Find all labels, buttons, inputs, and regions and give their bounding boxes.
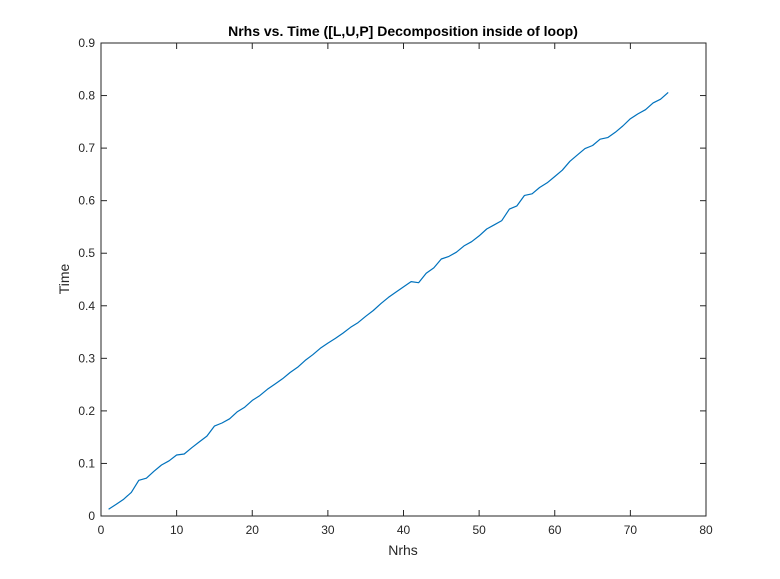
y-tick-label: 0.5 xyxy=(78,246,95,260)
x-tick-label: 0 xyxy=(98,523,105,537)
x-tick-label: 80 xyxy=(699,523,713,537)
axes-box xyxy=(100,42,707,517)
y-tick-label: 0.1 xyxy=(78,456,95,470)
x-tick-label: 10 xyxy=(170,523,184,537)
y-tick-label: 0.3 xyxy=(78,351,95,365)
x-tick-label: 70 xyxy=(624,523,638,537)
y-tick-label: 0.4 xyxy=(78,299,95,313)
x-axis-label: Nrhs xyxy=(388,542,418,558)
plot-area: 0 10 20 30 40 50 60 70 80 0 0.1 0.2 0.3 0.4 0.5 0.6 0.7 0… xyxy=(78,36,713,537)
chart-title: Nrhs vs. Time ([L,U,P] Decomposition ins… xyxy=(228,23,578,39)
y-axis-label: Time xyxy=(56,263,72,294)
y-tick-label: 0.7 xyxy=(78,141,95,155)
x-tick-label: 30 xyxy=(321,523,335,537)
x-tick-label: 60 xyxy=(548,523,562,537)
y-tick-label: 0.6 xyxy=(78,194,95,208)
y-tick-label: 0.8 xyxy=(78,89,95,103)
x-tick-label: 50 xyxy=(472,523,486,537)
x-tick-label: 40 xyxy=(397,523,411,537)
y-tick-label: 0 xyxy=(88,509,95,523)
y-tick-label: 0.9 xyxy=(78,36,95,50)
x-tick-label: 20 xyxy=(246,523,260,537)
y-tick-label: 0.2 xyxy=(78,404,95,418)
series-line xyxy=(108,91,669,510)
